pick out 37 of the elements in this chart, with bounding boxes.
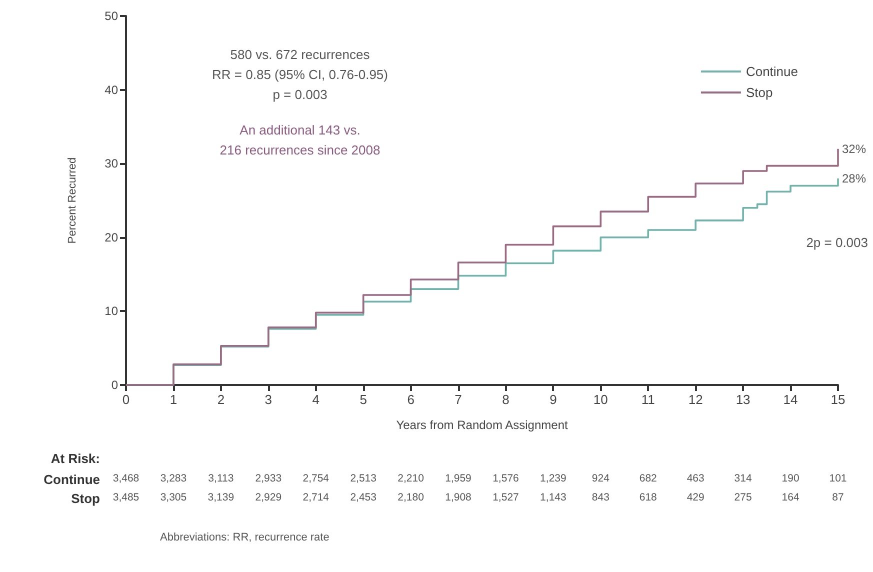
x-tick-label: 13 <box>736 392 750 407</box>
y-tick-label: 0 <box>111 378 118 392</box>
x-tick-label: 9 <box>550 392 557 407</box>
y-tick-label: 50 <box>104 9 118 23</box>
x-tick-label: 3 <box>264 392 272 407</box>
annotation: 28% <box>842 171 866 186</box>
x-tick-label: 8 <box>502 392 510 407</box>
y-tick-label: 30 <box>104 156 118 171</box>
text: Abbreviations: RR, recurrence rate <box>160 532 330 544</box>
y-tick-label: 10 <box>104 304 118 318</box>
x-tick-label: 2 <box>217 392 225 407</box>
annotation: RR = 0.85 (95% CI, 0.76-0.95) <box>212 67 388 82</box>
x-tick-label: 15 <box>830 392 846 407</box>
legend-label: Stop <box>746 85 773 100</box>
annotation: An additional 143 vs. 216 recurrences since 2008 <box>220 122 380 158</box>
x-tick-label: 11 <box>641 392 655 407</box>
x-tick-label: 14 <box>783 392 798 407</box>
text: Continue 3,468 3,283 3,113 2,933 2,754 2,513 2,210 1,959 1,576 1,239 924 682 463 314 190 101 <box>44 472 847 487</box>
annotation: 2p = 0.003 <box>806 234 868 250</box>
x-axis-title: Years from Random Assignment <box>396 418 568 432</box>
text: At Risk: <box>50 451 100 466</box>
x-tick-label: 12 <box>688 392 703 407</box>
y-tick-label: 20 <box>104 230 118 244</box>
x-tick-label: 5 <box>360 392 367 407</box>
annotation: 32% <box>842 142 866 156</box>
y-axis-title: Percent Recurred <box>66 157 78 244</box>
x-tick-label: 4 <box>312 392 320 407</box>
x-tick-label: 0 <box>122 392 130 407</box>
annotation: p = 0.003 <box>272 87 328 102</box>
legend-label: Continue <box>746 64 798 79</box>
x-tick-label: 7 <box>454 392 462 407</box>
x-tick-label: 10 <box>593 392 608 407</box>
annotation: 580 vs. 672 recurrences <box>230 47 370 62</box>
x-tick-label: 1 <box>170 392 178 407</box>
x-tick-label: 6 <box>407 392 414 407</box>
text: Stop 3,485 3,305 3,139 2,929 2,714 2,453 2,180 1,908 1,527 1,143 843 618 429 275 164 87 <box>71 491 844 506</box>
y-tick-label: 40 <box>104 82 118 97</box>
